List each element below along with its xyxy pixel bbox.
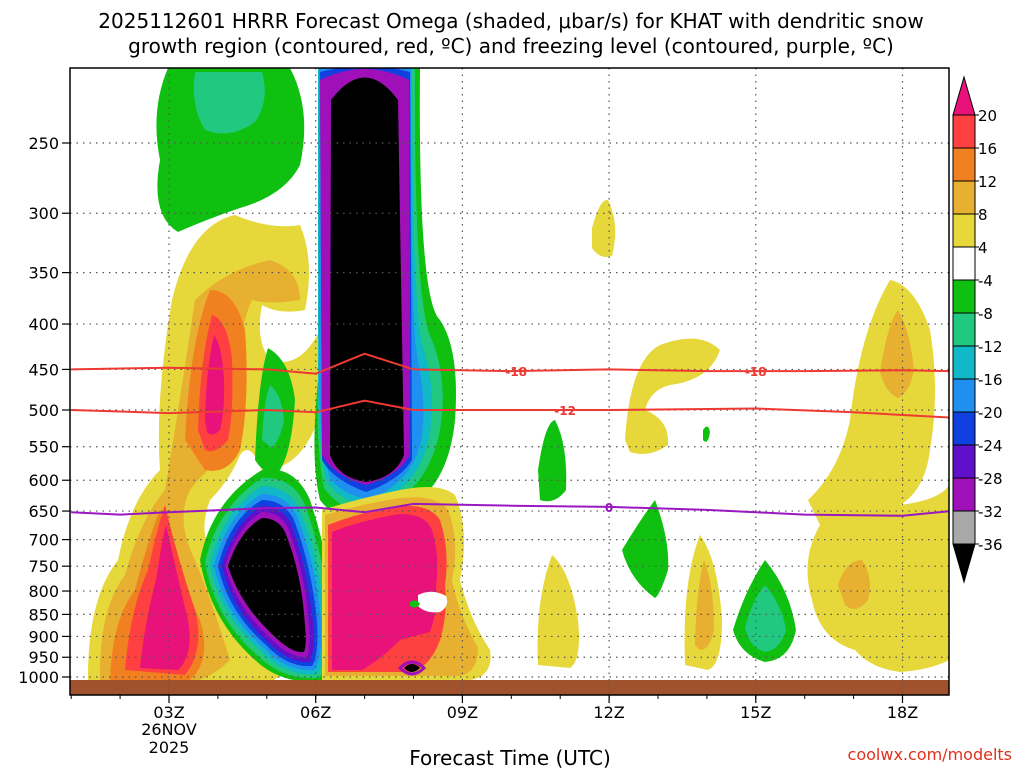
colorbar-swatch — [952, 213, 976, 248]
omega-region-tall-black — [330, 77, 404, 482]
date-label-year: 2025 — [149, 738, 190, 757]
omega-region-lower-pink-0730 — [332, 514, 438, 670]
omega-region-upper-green — [156, 68, 305, 232]
x-tick-label: 15Z — [740, 703, 771, 722]
vertical-gridlines — [168, 68, 904, 695]
plot-frame — [69, 67, 950, 696]
contour-dendritic-upper — [71, 352, 949, 375]
omega-region-small-black-dot — [404, 664, 420, 672]
colorbar-swatch — [952, 411, 976, 446]
omega-region-left-pink — [140, 525, 190, 670]
colorbar-label: 20 — [978, 107, 997, 125]
colorbar-label: -32 — [978, 503, 1003, 521]
colorbar-bottom-arrow — [952, 543, 976, 584]
omega-region-black-0500 — [228, 518, 306, 653]
contour-lines — [71, 352, 949, 517]
colorbar-label: -20 — [978, 404, 1003, 422]
omega-region-green-1300 — [622, 500, 669, 598]
omega-region-yellow-1030 — [537, 555, 579, 668]
omega-region-green-1100 — [538, 420, 567, 502]
y-tick-label: 700 — [28, 531, 59, 550]
colorbar-label: 12 — [978, 173, 997, 191]
colorbar-swatch — [952, 477, 976, 512]
omega-region-gold-1400 — [695, 560, 714, 650]
contour-labels: -18 -18 -12 0 — [505, 365, 767, 515]
y-tick-label: 650 — [28, 502, 59, 521]
credit-text: coolwx.com/modelts — [848, 745, 1012, 764]
omega-region-yellow-1100 — [625, 338, 720, 454]
contour-label: -18 — [505, 365, 527, 379]
y-tick-label: 250 — [28, 134, 59, 153]
omega-region-mid-pink — [205, 335, 225, 435]
omega-region-green-1400-small — [703, 426, 710, 442]
colorbar-swatch — [952, 246, 976, 281]
omega-region-yellow-1200 — [592, 199, 616, 257]
omega-region-lower-white-gap — [418, 591, 448, 613]
omega-region-teal-0500-upper — [262, 385, 284, 448]
y-tick-label: 1000 — [18, 668, 59, 687]
colorbar-swatch — [952, 378, 976, 413]
colorbar-top-arrow — [952, 75, 976, 116]
omega-shading — [87, 68, 949, 690]
omega-region-small-purple-ring — [397, 660, 427, 676]
contour-label: 0 — [605, 501, 613, 515]
contour-label: -12 — [554, 404, 576, 418]
x-tick-label: 18Z — [887, 703, 918, 722]
omega-region-right-gold-upper — [880, 310, 914, 398]
chart-title-line-1: 2025112601 HRRR Forecast Omega (shaded, … — [98, 9, 923, 33]
colorbar-label: 4 — [978, 239, 988, 257]
colorbar-label: -4 — [978, 272, 993, 290]
y-tick-label: 950 — [28, 648, 59, 667]
y-axis: 250 300 350 400 450 500 550 600 650 700 750 800 850 9… — [18, 134, 70, 687]
ground-strip — [70, 680, 949, 695]
colorbar-swatch — [952, 312, 976, 347]
colorbar-swatch — [952, 345, 976, 380]
x-axis: 03Z 06Z 09Z 12Z 15Z 18Z — [70, 695, 918, 722]
colorbar-label: -28 — [978, 470, 1003, 488]
colorbar: 20 16 12 8 4 -4 -8 -12 -16 -20 -24 -28 -32 -36 — [952, 75, 1003, 584]
colorbar-label: 8 — [978, 206, 988, 224]
x-tick-label: 03Z — [153, 703, 184, 722]
date-label-day: 26NOV — [141, 720, 197, 739]
colorbar-swatch — [952, 444, 976, 479]
y-tick-label: 550 — [28, 438, 59, 457]
colorbar-label: 16 — [978, 140, 997, 158]
colorbar-label: -24 — [978, 437, 1003, 455]
omega-region-small-green-dot — [410, 600, 420, 608]
x-tick-label: 12Z — [593, 703, 624, 722]
y-tick-label: 400 — [28, 315, 59, 334]
x-tick-label: 06Z — [300, 703, 331, 722]
contour-label: -18 — [745, 365, 767, 379]
chart-title-line-2: growth region (contoured, red, ºC) and f… — [128, 34, 894, 58]
colorbar-swatch — [952, 147, 976, 182]
y-tick-label: 450 — [28, 360, 59, 379]
y-tick-label: 850 — [28, 605, 59, 624]
colorbar-label: -8 — [978, 305, 993, 323]
colorbar-swatch — [952, 180, 976, 215]
colorbar-swatch — [952, 114, 976, 149]
y-tick-label: 600 — [28, 471, 59, 490]
y-tick-label: 350 — [28, 264, 59, 283]
colorbar-swatch — [952, 510, 976, 545]
colorbar-label: -16 — [978, 371, 1003, 389]
colorbar-label: -36 — [978, 536, 1003, 554]
colorbar-label: -12 — [978, 338, 1003, 356]
contour-dendritic-lower — [71, 399, 949, 419]
y-tick-label: 300 — [28, 204, 59, 223]
y-tick-label: 900 — [28, 627, 59, 646]
contour-freezing-level — [71, 502, 949, 517]
x-tick-label: 09Z — [447, 703, 478, 722]
y-tick-label: 500 — [28, 401, 59, 420]
colorbar-swatch — [952, 279, 976, 314]
x-axis-title: Forecast Time (UTC) — [409, 746, 611, 768]
omega-region-upper-teal — [193, 72, 265, 134]
y-tick-label: 750 — [28, 557, 59, 576]
y-tick-label: 800 — [28, 582, 59, 601]
omega-region-right-gold-lower — [838, 560, 870, 609]
